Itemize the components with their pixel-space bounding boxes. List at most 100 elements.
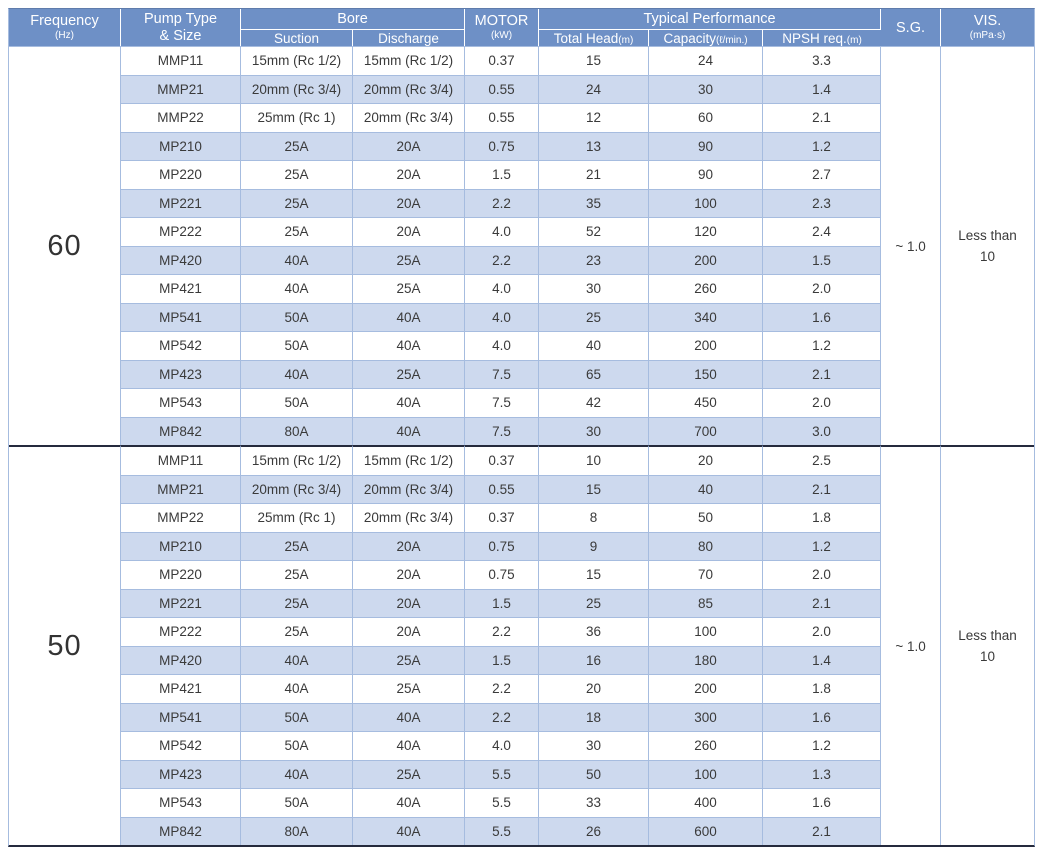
cell-pump-model: MMP11 (121, 46, 241, 75)
cell-bore-suction: 50A (241, 388, 353, 417)
cell-total-head: 35 (539, 188, 650, 217)
cell-pump-model: MP222 (121, 217, 241, 246)
cell-total-head: 12 (539, 103, 650, 132)
cell-capacity: 60 (649, 103, 764, 132)
table-row: MP543 50A 40A 5.5 33 400 1.6 (9, 788, 1034, 817)
cell-capacity: 150 (649, 359, 764, 388)
cell-bore-discharge: 40A (353, 731, 466, 760)
cell-capacity: 700 (649, 416, 764, 445)
cell-npsh: 1.8 (763, 674, 882, 703)
header-frequency-unit: (Hz) (55, 29, 74, 41)
cell-pump-model: MP842 (121, 816, 241, 845)
cell-total-head: 36 (539, 617, 650, 646)
cell-motor-kw: 1.5 (465, 160, 540, 189)
cell-bore-suction: 20mm (Rc 3/4) (241, 474, 353, 503)
cell-capacity: 200 (649, 674, 764, 703)
cell-npsh: 1.5 (763, 245, 882, 274)
cell-total-head: 26 (539, 816, 650, 845)
header-capacity-label: Capacity (663, 30, 716, 46)
cell-capacity: 70 (649, 560, 764, 589)
table-row: MP421 40A 25A 4.0 30 260 2.0 (9, 274, 1034, 303)
header-row-1: Frequency (Hz) Pump Type & Size Bore MOT… (9, 9, 1035, 46)
cell-pump-model: MP421 (121, 674, 241, 703)
cell-capacity: 450 (649, 388, 764, 417)
cell-bore-suction: 15mm (Rc 1/2) (241, 46, 353, 75)
cell-bore-suction: 50A (241, 302, 353, 331)
cell-motor-kw: 5.5 (465, 759, 540, 788)
cell-bore-discharge: 40A (353, 388, 466, 417)
header-total-head-label: Total Head (553, 30, 619, 46)
header-capacity-unit: (ℓ/min.) (716, 34, 748, 46)
cell-capacity: 600 (649, 816, 764, 845)
cell-bore-discharge: 25A (353, 359, 466, 388)
cell-bore-suction: 50A (241, 731, 353, 760)
cell-pump-model: MP220 (121, 160, 241, 189)
cell-capacity: 260 (649, 731, 764, 760)
cell-npsh: 2.1 (763, 359, 882, 388)
table-row: MP222 25A 20A 2.2 36 100 2.0 (9, 617, 1034, 646)
cell-bore-suction: 40A (241, 359, 353, 388)
section-60hz: 60 MMP11 15mm (Rc 1/2) 15mm (Rc 1/2) 0.37 15 2… (9, 46, 1035, 445)
cell-capacity: 180 (649, 645, 764, 674)
cell-pump-model: MP221 (121, 188, 241, 217)
cell-bore-discharge: 40A (353, 416, 466, 445)
cell-bore-discharge: 25A (353, 274, 466, 303)
cell-bore-discharge: 20mm (Rc 3/4) (353, 74, 466, 103)
cell-capacity: 400 (649, 788, 764, 817)
cell-pump-model: MP420 (121, 245, 241, 274)
cell-total-head: 40 (539, 331, 650, 360)
cell-bore-discharge: 20A (353, 188, 466, 217)
cell-total-head: 15 (539, 474, 650, 503)
header-discharge: Discharge (353, 29, 466, 46)
cell-npsh: 2.0 (763, 274, 882, 303)
cell-bore-discharge: 20A (353, 531, 466, 560)
cell-npsh: 3.3 (763, 46, 882, 75)
cell-motor-kw: 0.55 (465, 474, 540, 503)
cell-npsh: 2.1 (763, 816, 882, 845)
cell-capacity: 300 (649, 702, 764, 731)
table-row: MP220 25A 20A 0.75 15 70 2.0 (9, 560, 1034, 589)
cell-bore-suction: 25A (241, 617, 353, 646)
table-row: MP222 25A 20A 4.0 52 120 2.4 (9, 217, 1034, 246)
cell-motor-kw: 2.2 (465, 702, 540, 731)
header-suction: Suction (241, 29, 353, 46)
cell-pump-model: MMP11 (121, 445, 241, 475)
cell-frequency: 60 (9, 46, 121, 445)
cell-bore-discharge: 20A (353, 160, 466, 189)
cell-bore-suction: 40A (241, 274, 353, 303)
table-row: 50 MMP11 15mm (Rc 1/2) 15mm (Rc 1/2) 0.37 10 2… (9, 445, 1035, 845)
table-row: MMP22 25mm (Rc 1) 20mm (Rc 3/4) 0.37 8 50 1.8 (9, 503, 1034, 532)
table-row: MP542 50A 40A 4.0 40 200 1.2 (9, 331, 1034, 360)
cell-bore-suction: 40A (241, 674, 353, 703)
cell-pump-model: MP210 (121, 531, 241, 560)
cell-pump-model: MMP21 (121, 74, 241, 103)
vis-line1: Less than (958, 627, 1017, 643)
table-row: MP543 50A 40A 7.5 42 450 2.0 (9, 388, 1034, 417)
cell-motor-kw: 2.2 (465, 674, 540, 703)
cell-bore-discharge: 20A (353, 617, 466, 646)
cell-pump-model: MP423 (121, 759, 241, 788)
cell-bore-suction: 25A (241, 160, 353, 189)
cell-pump-model: MP542 (121, 731, 241, 760)
cell-pump-model: MP543 (121, 788, 241, 817)
cell-capacity: 85 (649, 588, 764, 617)
cell-npsh: 1.6 (763, 788, 882, 817)
cell-bore-suction: 20mm (Rc 3/4) (241, 74, 353, 103)
header-performance: Typical Performance (539, 9, 882, 29)
cell-bore-suction: 25A (241, 131, 353, 160)
cell-total-head: 25 (539, 302, 650, 331)
cell-total-head: 50 (539, 759, 650, 788)
cell-capacity: 50 (649, 503, 764, 532)
cell-bore-suction: 25A (241, 588, 353, 617)
cell-total-head: 65 (539, 359, 650, 388)
cell-capacity: 20 (649, 445, 764, 475)
cell-bore-suction: 25A (241, 531, 353, 560)
cell-pump-model: MMP21 (121, 474, 241, 503)
cell-motor-kw: 0.55 (465, 74, 540, 103)
cell-npsh: 2.3 (763, 188, 882, 217)
cell-capacity: 340 (649, 302, 764, 331)
cell-total-head: 15 (539, 46, 650, 75)
cell-motor-kw: 1.5 (465, 645, 540, 674)
cell-bore-suction: 80A (241, 416, 353, 445)
cell-motor-kw: 2.2 (465, 188, 540, 217)
